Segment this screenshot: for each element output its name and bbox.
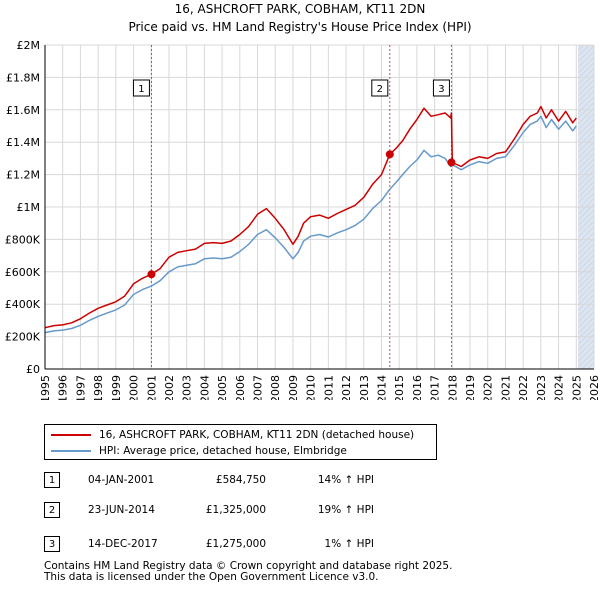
sale-marker-box — [432, 79, 450, 97]
x-tick-label: 2007 — [252, 375, 265, 400]
footer: Contains HM Land Registry data © Crown c… — [44, 561, 452, 583]
sale-date: 14-DEC-2017 — [88, 538, 158, 550]
y-tick-label: £0 — [26, 363, 40, 376]
legend-item-price: 16, ASHCROFT PARK, COBHAM, KT11 2DN (det… — [51, 427, 414, 443]
x-tick-label: 2010 — [305, 375, 318, 400]
sale-number: 3 — [44, 536, 60, 552]
x-tick-label: 2024 — [553, 375, 566, 400]
x-tick-label: 1999 — [110, 375, 123, 400]
y-tick-label: £600K — [5, 266, 41, 279]
y-tick-label: £1.4M — [6, 136, 40, 149]
footer-license: This data is licensed under the Open Gov… — [44, 571, 379, 583]
x-tick-label: 1995 — [39, 375, 52, 400]
y-tick-label: £200K — [5, 331, 41, 344]
sale-number: 2 — [44, 502, 60, 518]
y-tick-label: £2M — [17, 39, 41, 52]
x-tick-label: 1996 — [57, 375, 70, 400]
x-tick-label: 2021 — [499, 375, 512, 400]
sale-marker-box — [132, 79, 150, 97]
sale-number: 1 — [44, 472, 60, 488]
x-tick-label: 2017 — [429, 375, 442, 400]
x-tick-label: 2008 — [269, 375, 282, 400]
x-tick-label: 2009 — [287, 375, 300, 400]
y-tick-label: £1M — [17, 201, 41, 214]
legend-label-price: 16, ASHCROFT PARK, COBHAM, KT11 2DN (det… — [99, 429, 415, 441]
x-tick-label: 2026 — [588, 375, 600, 400]
x-tick-label: 2013 — [358, 375, 371, 400]
x-tick-label: 1997 — [74, 375, 87, 400]
x-tick-label: 2016 — [411, 375, 424, 400]
x-tick-label: 2005 — [216, 375, 229, 400]
x-tick-label: 2018 — [446, 375, 459, 400]
y-tick-label: £1.8M — [6, 71, 40, 84]
chart-subtitle: Price paid vs. HM Land Registry's House … — [128, 20, 472, 34]
sale-point — [385, 150, 394, 159]
sale-price: £1,275,000 — [205, 538, 266, 550]
y-tick-label: £400K — [5, 298, 41, 311]
sale-point — [147, 270, 156, 279]
x-tick-label: 2012 — [340, 375, 353, 400]
legend-swatch-price — [51, 434, 91, 436]
x-tick-label: 1998 — [92, 375, 105, 400]
x-tick-label: 2023 — [535, 375, 548, 400]
sale-hpi-change: 1% ↑ HPI — [324, 538, 374, 550]
x-tick-label: 2014 — [375, 375, 388, 400]
x-tick-label: 2001 — [145, 375, 158, 400]
legend-label-hpi: HPI: Average price, detached house, Elmb… — [99, 445, 347, 457]
x-tick-label: 2011 — [322, 375, 335, 400]
sale-price: £584,750 — [215, 474, 266, 486]
x-tick-label: 2019 — [464, 375, 477, 400]
x-tick-label: 2000 — [128, 375, 141, 400]
sale-marker-label: 1 — [138, 84, 144, 95]
x-tick-label: 2015 — [393, 375, 406, 400]
sale-price: £1,325,000 — [205, 504, 266, 516]
sale-marker-label: 3 — [438, 84, 444, 95]
x-tick-label: 2020 — [482, 375, 495, 400]
legend-item-hpi: HPI: Average price, detached house, Elmb… — [51, 443, 347, 459]
sale-point — [447, 158, 456, 167]
x-tick-label: 2002 — [163, 375, 176, 400]
x-tick-label: 2022 — [517, 375, 530, 400]
sale-date: 23-JUN-2014 — [88, 504, 155, 516]
y-tick-label: £1.6M — [6, 104, 40, 117]
sale-row: 3 14-DEC-2017 £1,275,000 1% ↑ HPI — [44, 536, 464, 554]
sale-marker-box — [371, 79, 389, 97]
x-tick-label: 2006 — [234, 375, 247, 400]
x-tick-label: 2025 — [570, 375, 583, 400]
footer-copyright: Contains HM Land Registry data © Crown c… — [44, 560, 453, 572]
sale-row: 2 23-JUN-2014 £1,325,000 19% ↑ HPI — [44, 502, 464, 520]
price-chart: 1 2 3 £0 £200K £400K £600K £800K £1M £1.2M £1.4M £… — [5, 39, 600, 400]
price-paid-line — [44, 105, 577, 329]
x-tick-label: 2004 — [198, 375, 211, 400]
sale-row: 1 04-JAN-2001 £584,750 14% ↑ HPI — [44, 472, 464, 490]
y-tick-label: £1.2M — [6, 169, 40, 182]
sale-hpi-change: 19% ↑ HPI — [317, 504, 374, 516]
hpi-line — [44, 115, 577, 334]
sale-date: 04-JAN-2001 — [88, 474, 155, 486]
legend: 16, ASHCROFT PARK, COBHAM, KT11 2DN (det… — [44, 424, 437, 460]
sale-hpi-change: 14% ↑ HPI — [317, 474, 374, 486]
legend-swatch-hpi — [51, 450, 91, 452]
y-tick-label: £800K — [5, 233, 41, 246]
x-tick-label: 2003 — [181, 375, 194, 400]
chart-title: 16, ASHCROFT PARK, COBHAM, KT11 2DN — [174, 2, 426, 16]
sale-marker-label: 2 — [377, 84, 383, 95]
